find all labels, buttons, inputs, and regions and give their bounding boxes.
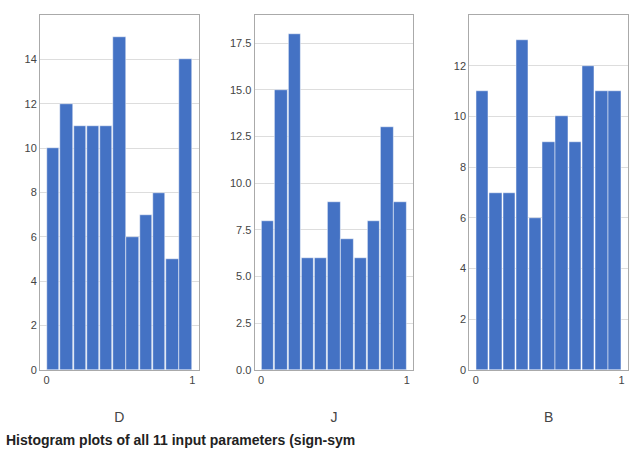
svg-text:2.5: 2.5 <box>236 317 251 329</box>
svg-text:8: 8 <box>31 186 37 198</box>
svg-text:10: 10 <box>454 110 466 122</box>
svg-text:0: 0 <box>473 374 479 386</box>
svg-text:6: 6 <box>31 231 37 243</box>
svg-text:1: 1 <box>189 374 195 386</box>
svg-text:15.0: 15.0 <box>230 84 251 96</box>
svg-text:1: 1 <box>404 374 410 386</box>
svg-text:12: 12 <box>25 98 37 110</box>
svg-text:4: 4 <box>460 262 466 274</box>
svg-text:2: 2 <box>460 313 466 325</box>
svg-text:0: 0 <box>460 364 466 376</box>
svg-text:4: 4 <box>31 275 37 287</box>
svg-text:B: B <box>544 409 553 425</box>
svg-text:7.5: 7.5 <box>236 224 251 236</box>
svg-text:2: 2 <box>31 319 37 331</box>
svg-text:0: 0 <box>31 364 37 376</box>
svg-text:5.0: 5.0 <box>236 270 251 282</box>
svg-text:6: 6 <box>460 212 466 224</box>
svg-text:0.0: 0.0 <box>236 364 251 376</box>
svg-text:12.5: 12.5 <box>230 130 251 142</box>
svg-text:0: 0 <box>258 374 264 386</box>
svg-text:10.0: 10.0 <box>230 177 251 189</box>
svg-text:D: D <box>114 409 124 425</box>
svg-text:J: J <box>331 409 338 425</box>
svg-text:8: 8 <box>460 161 466 173</box>
svg-text:12: 12 <box>454 60 466 72</box>
svg-text:14: 14 <box>25 53 37 65</box>
svg-text:17.5: 17.5 <box>230 37 251 49</box>
svg-text:Histogram plots of all 11 inpu: Histogram plots of all 11 input paramete… <box>6 432 355 448</box>
svg-text:1: 1 <box>618 374 624 386</box>
svg-text:0: 0 <box>43 374 49 386</box>
svg-text:10: 10 <box>25 142 37 154</box>
